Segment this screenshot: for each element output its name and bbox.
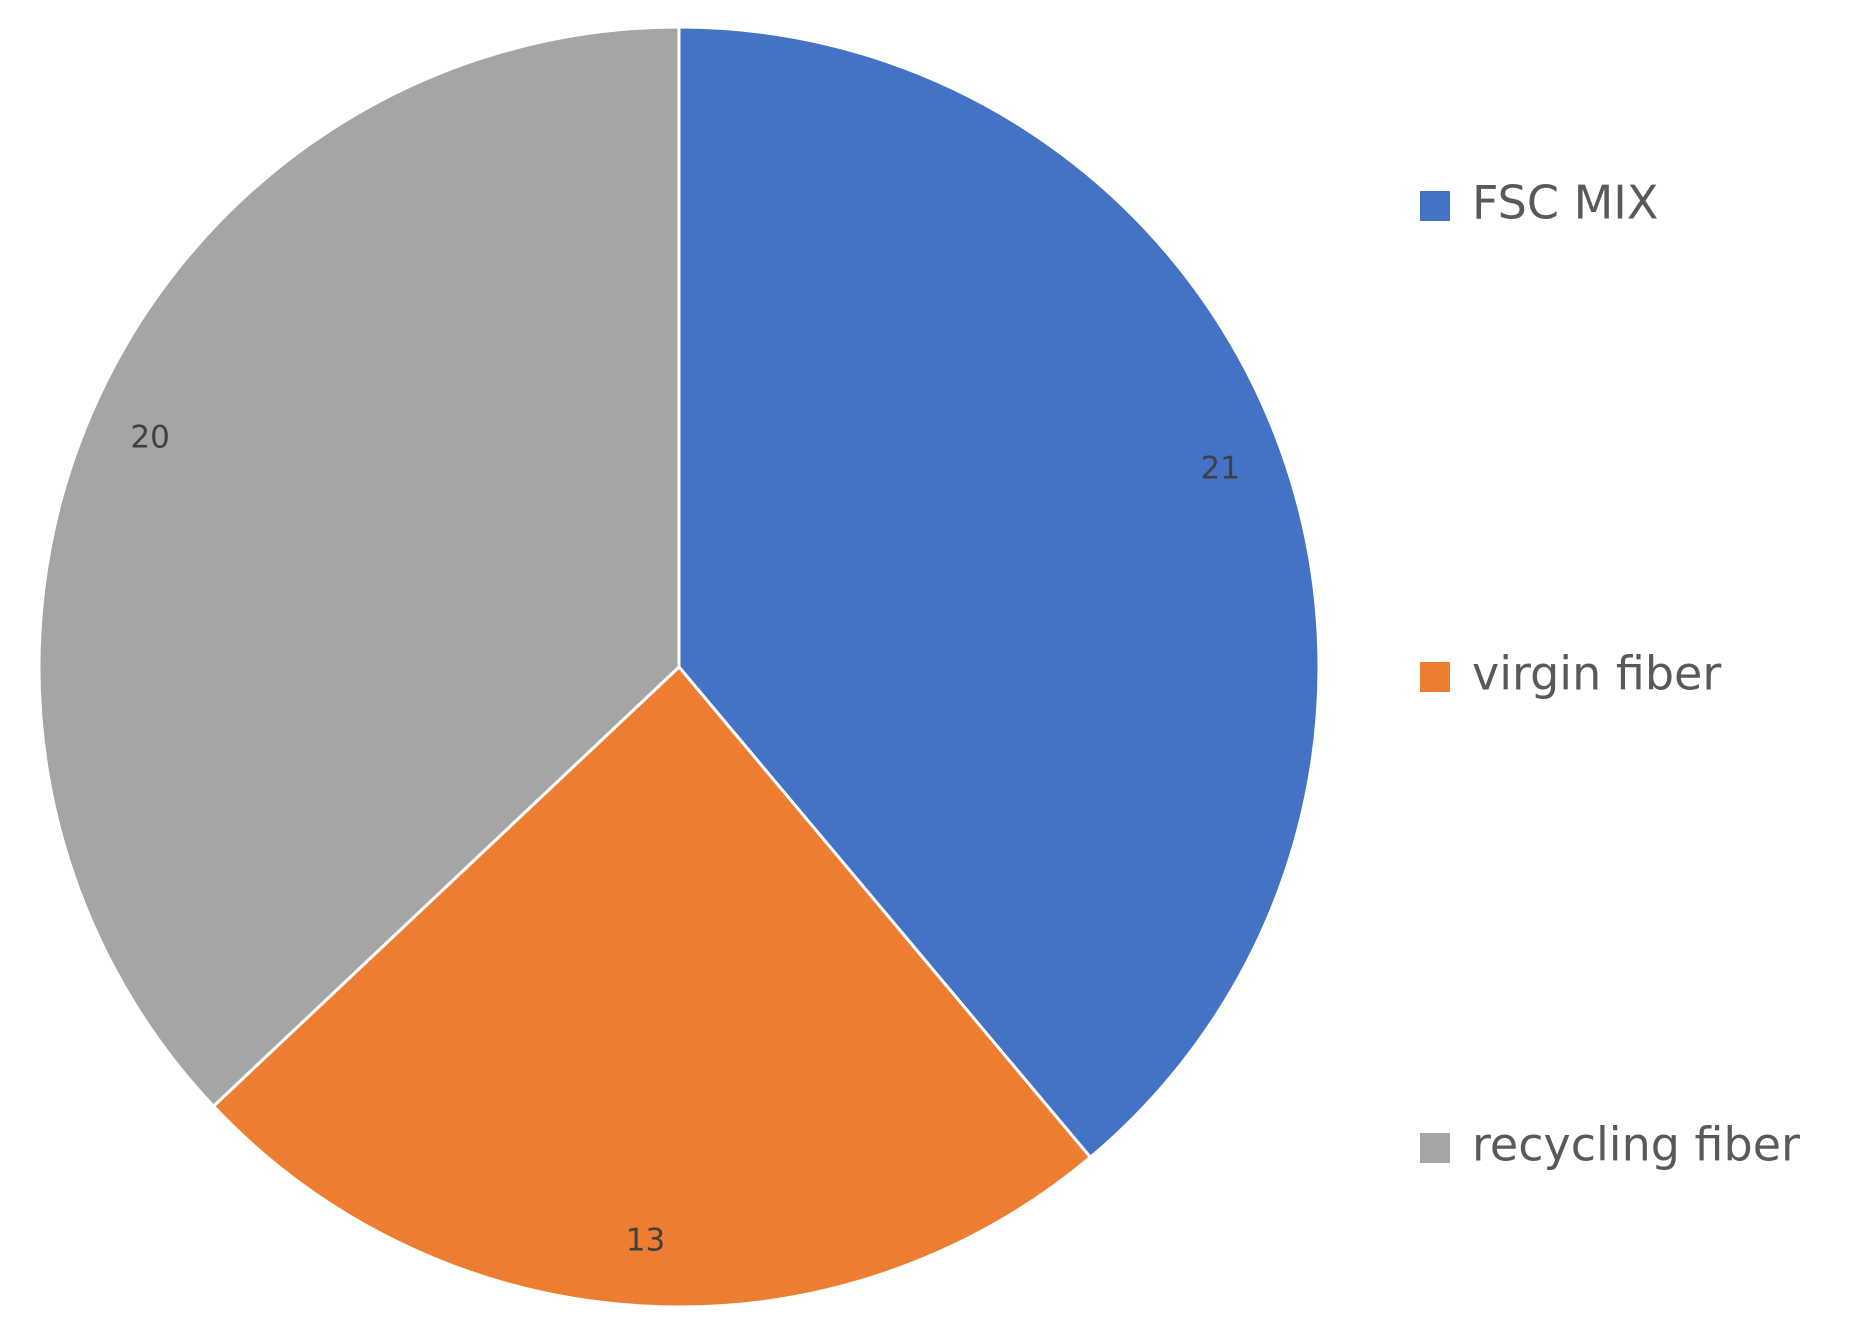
legend-swatch [1420,662,1450,692]
pie-slice [211,664,1093,1309]
data-label: 20 [130,419,169,455]
legend-label: FSC MIX [1472,176,1658,230]
legend-swatch [1420,191,1450,221]
legend-label: virgin fiber [1472,647,1721,701]
data-label: 13 [626,1223,665,1259]
legend-label: recycling fiber [1472,1118,1800,1172]
legend-swatch [1420,1133,1450,1163]
pie-slice [677,25,1321,1160]
data-label: 21 [1201,450,1240,486]
pie-slice [37,25,681,1109]
